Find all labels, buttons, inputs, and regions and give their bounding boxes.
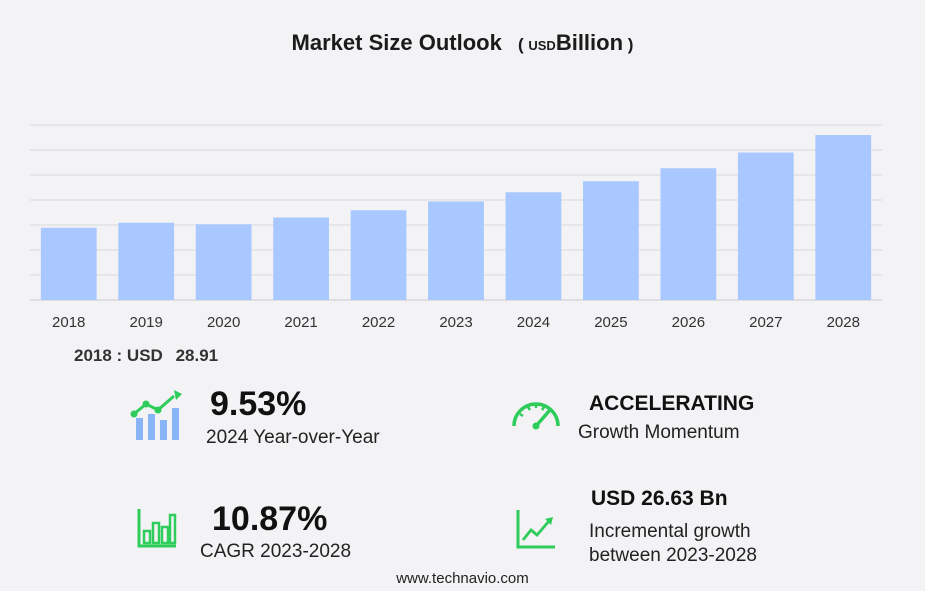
x-tick-label-2028: 2028 [827,314,860,331]
base-year-label: 2018 : USD [74,346,163,365]
incremental-label-line1: Incremental growth [589,521,751,542]
base-year-number: 28.91 [175,346,219,365]
base-year-value: 2018 : USD 28.91 [74,346,218,366]
speedometer-icon [512,402,560,430]
chart-bars [40,135,872,300]
bar-2027 [737,152,794,300]
market-size-bar-chart: 2018 2019 2020 2021 2022 2023 2024 2025 2026 2027… [30,124,882,331]
chart-x-tick-labels: 2018 2019 2020 2021 2022 2023 2024 2025 2026 2027… [52,314,860,331]
momentum-value: ACCELERATING [589,392,755,415]
yoy-value: 9.53% [210,385,307,423]
chart-title-main: Market Size Outlook [291,30,502,55]
chart-title-unit: ( USDBillion ) [517,30,634,55]
footer-source: www.technavio.com [396,570,529,587]
trend-line-icon [516,510,555,549]
x-tick-label-2023: 2023 [439,314,472,331]
bar-2028 [815,135,872,300]
momentum-label: Growth Momentum [578,422,740,443]
cagr-label: CAGR 2023-2028 [200,541,352,562]
incremental-label-line2: between 2023-2028 [589,545,757,566]
bar-2022 [350,210,407,300]
bar-2023 [428,201,484,300]
bar-2024 [505,192,562,300]
x-tick-label-2021: 2021 [284,314,317,331]
x-tick-label-2020: 2020 [207,314,240,331]
x-tick-label-2025: 2025 [594,314,627,331]
chart-title: Market Size Outlook ( USDBillion ) [0,30,925,56]
bar-2021 [273,217,329,300]
yoy-label: 2024 Year-over-Year [206,427,380,448]
bar-2018 [40,227,97,300]
bar-2019 [118,222,175,300]
cagr-value: 10.87% [212,500,328,538]
bar-growth-icon [130,390,182,440]
x-tick-label-2018: 2018 [52,314,85,331]
bar-2026 [660,168,717,300]
x-tick-label-2026: 2026 [672,314,705,331]
bar-2025 [583,181,639,300]
x-tick-label-2019: 2019 [129,314,162,331]
unit-scale: Billion [555,30,624,55]
bar-2020 [195,224,252,300]
x-tick-label-2024: 2024 [517,314,550,331]
unit-currency: USD [528,38,556,53]
x-tick-label-2022: 2022 [362,314,395,331]
incremental-value: USD 26.63 Bn [591,487,728,510]
x-tick-label-2027: 2027 [749,314,782,331]
bar-chart-icon [137,509,177,548]
